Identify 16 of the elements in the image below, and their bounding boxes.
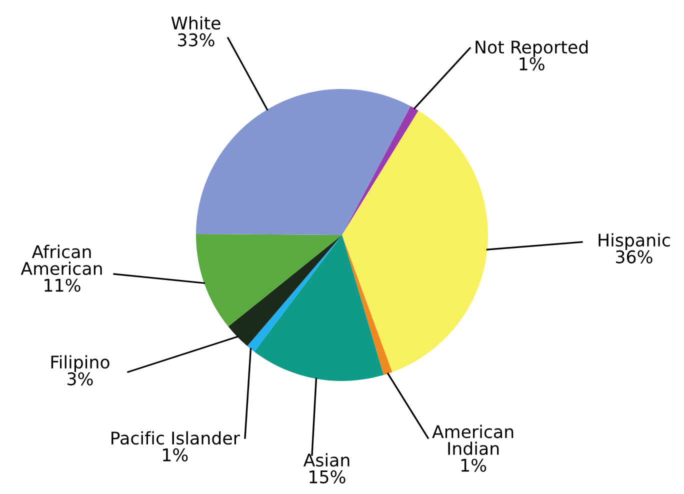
data-label: 33% <box>178 33 214 46</box>
slice-label: Hispanic <box>598 233 670 250</box>
slice-label: Pacific Islander <box>112 431 240 445</box>
data-label: 36% <box>616 250 652 264</box>
data-label: 11% <box>44 278 80 292</box>
slice-label: Asian <box>303 453 350 467</box>
data-label: 1% <box>461 458 486 472</box>
data-label: 15% <box>310 470 346 484</box>
data-label: 1% <box>163 448 188 462</box>
data-label: 3% <box>68 372 93 386</box>
slice-label: Not Reported <box>476 40 588 57</box>
slice-label: White <box>171 16 220 30</box>
data-label: 1% <box>520 57 544 70</box>
slice-label: African American <box>20 244 102 276</box>
slice-label: American Indian <box>432 424 514 456</box>
slice-label: Filipino <box>51 355 110 372</box>
